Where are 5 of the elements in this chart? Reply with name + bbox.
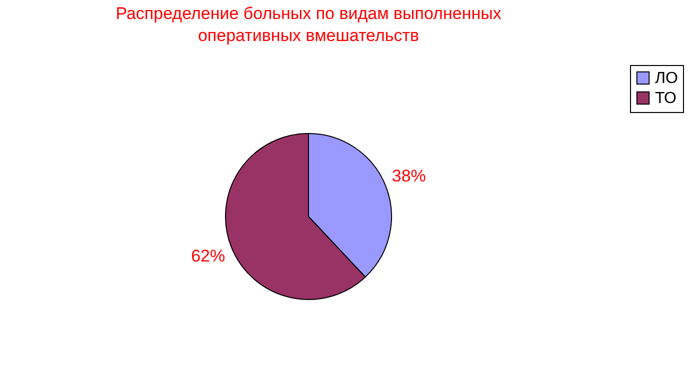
data-label: 62%	[191, 246, 226, 266]
data-label: 38%	[392, 166, 426, 186]
legend-label: ТО	[655, 90, 676, 107]
chart-title: Распределение больных по видам выполненных оперативных вмешательств	[116, 4, 502, 45]
legend-label: ЛО	[655, 70, 678, 87]
